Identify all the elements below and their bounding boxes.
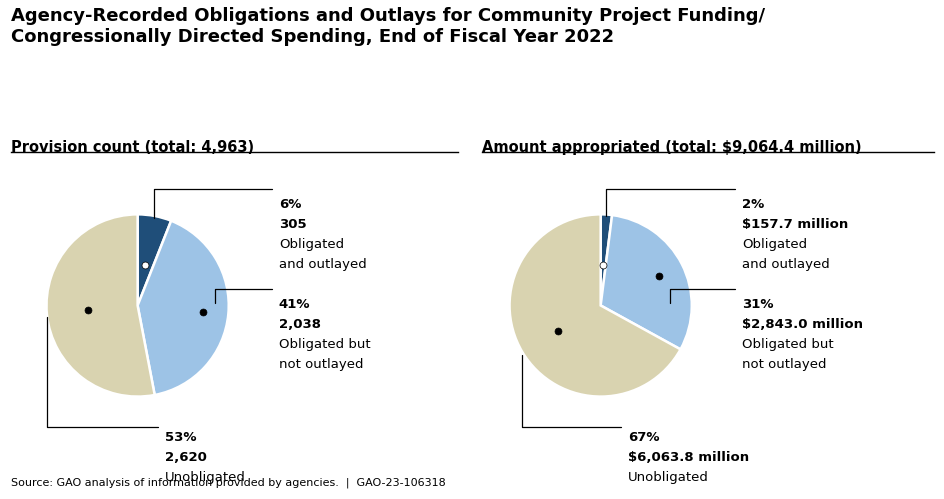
Text: not outlayed: not outlayed — [278, 358, 363, 371]
Text: $2,843.0 million: $2,843.0 million — [741, 318, 862, 331]
Text: $157.7 million: $157.7 million — [741, 218, 848, 231]
Text: Amount appropriated (total: $9,064.4 million): Amount appropriated (total: $9,064.4 mil… — [481, 140, 861, 155]
Text: $6,063.8 million: $6,063.8 million — [628, 451, 749, 464]
Text: not outlayed: not outlayed — [741, 358, 826, 371]
Wedge shape — [138, 215, 171, 305]
Wedge shape — [509, 215, 680, 397]
Text: Obligated: Obligated — [278, 238, 344, 251]
Text: and outlayed: and outlayed — [741, 258, 829, 271]
Wedge shape — [138, 221, 228, 395]
Text: Unobligated: Unobligated — [165, 472, 245, 485]
Text: 2,620: 2,620 — [165, 451, 207, 464]
Text: 53%: 53% — [165, 431, 196, 444]
Wedge shape — [46, 215, 155, 397]
Text: Source: GAO analysis of information provided by agencies.  |  GAO-23-106318: Source: GAO analysis of information prov… — [11, 478, 446, 488]
Text: Obligated but: Obligated but — [741, 338, 833, 351]
Text: 2,038: 2,038 — [278, 318, 321, 331]
Text: 305: 305 — [278, 218, 306, 231]
Wedge shape — [600, 215, 691, 349]
Text: 2%: 2% — [741, 198, 764, 211]
Text: Agency-Recorded Obligations and Outlays for Community Project Funding/
Congressi: Agency-Recorded Obligations and Outlays … — [11, 7, 765, 46]
Text: 6%: 6% — [278, 198, 301, 211]
Text: Provision count (total: 4,963): Provision count (total: 4,963) — [11, 140, 254, 155]
Text: 41%: 41% — [278, 298, 310, 311]
Text: Unobligated: Unobligated — [628, 472, 708, 485]
Text: and outlayed: and outlayed — [278, 258, 366, 271]
Text: 31%: 31% — [741, 298, 772, 311]
Text: 67%: 67% — [628, 431, 659, 444]
Text: Obligated: Obligated — [741, 238, 806, 251]
Text: Obligated but: Obligated but — [278, 338, 370, 351]
Wedge shape — [600, 215, 612, 305]
